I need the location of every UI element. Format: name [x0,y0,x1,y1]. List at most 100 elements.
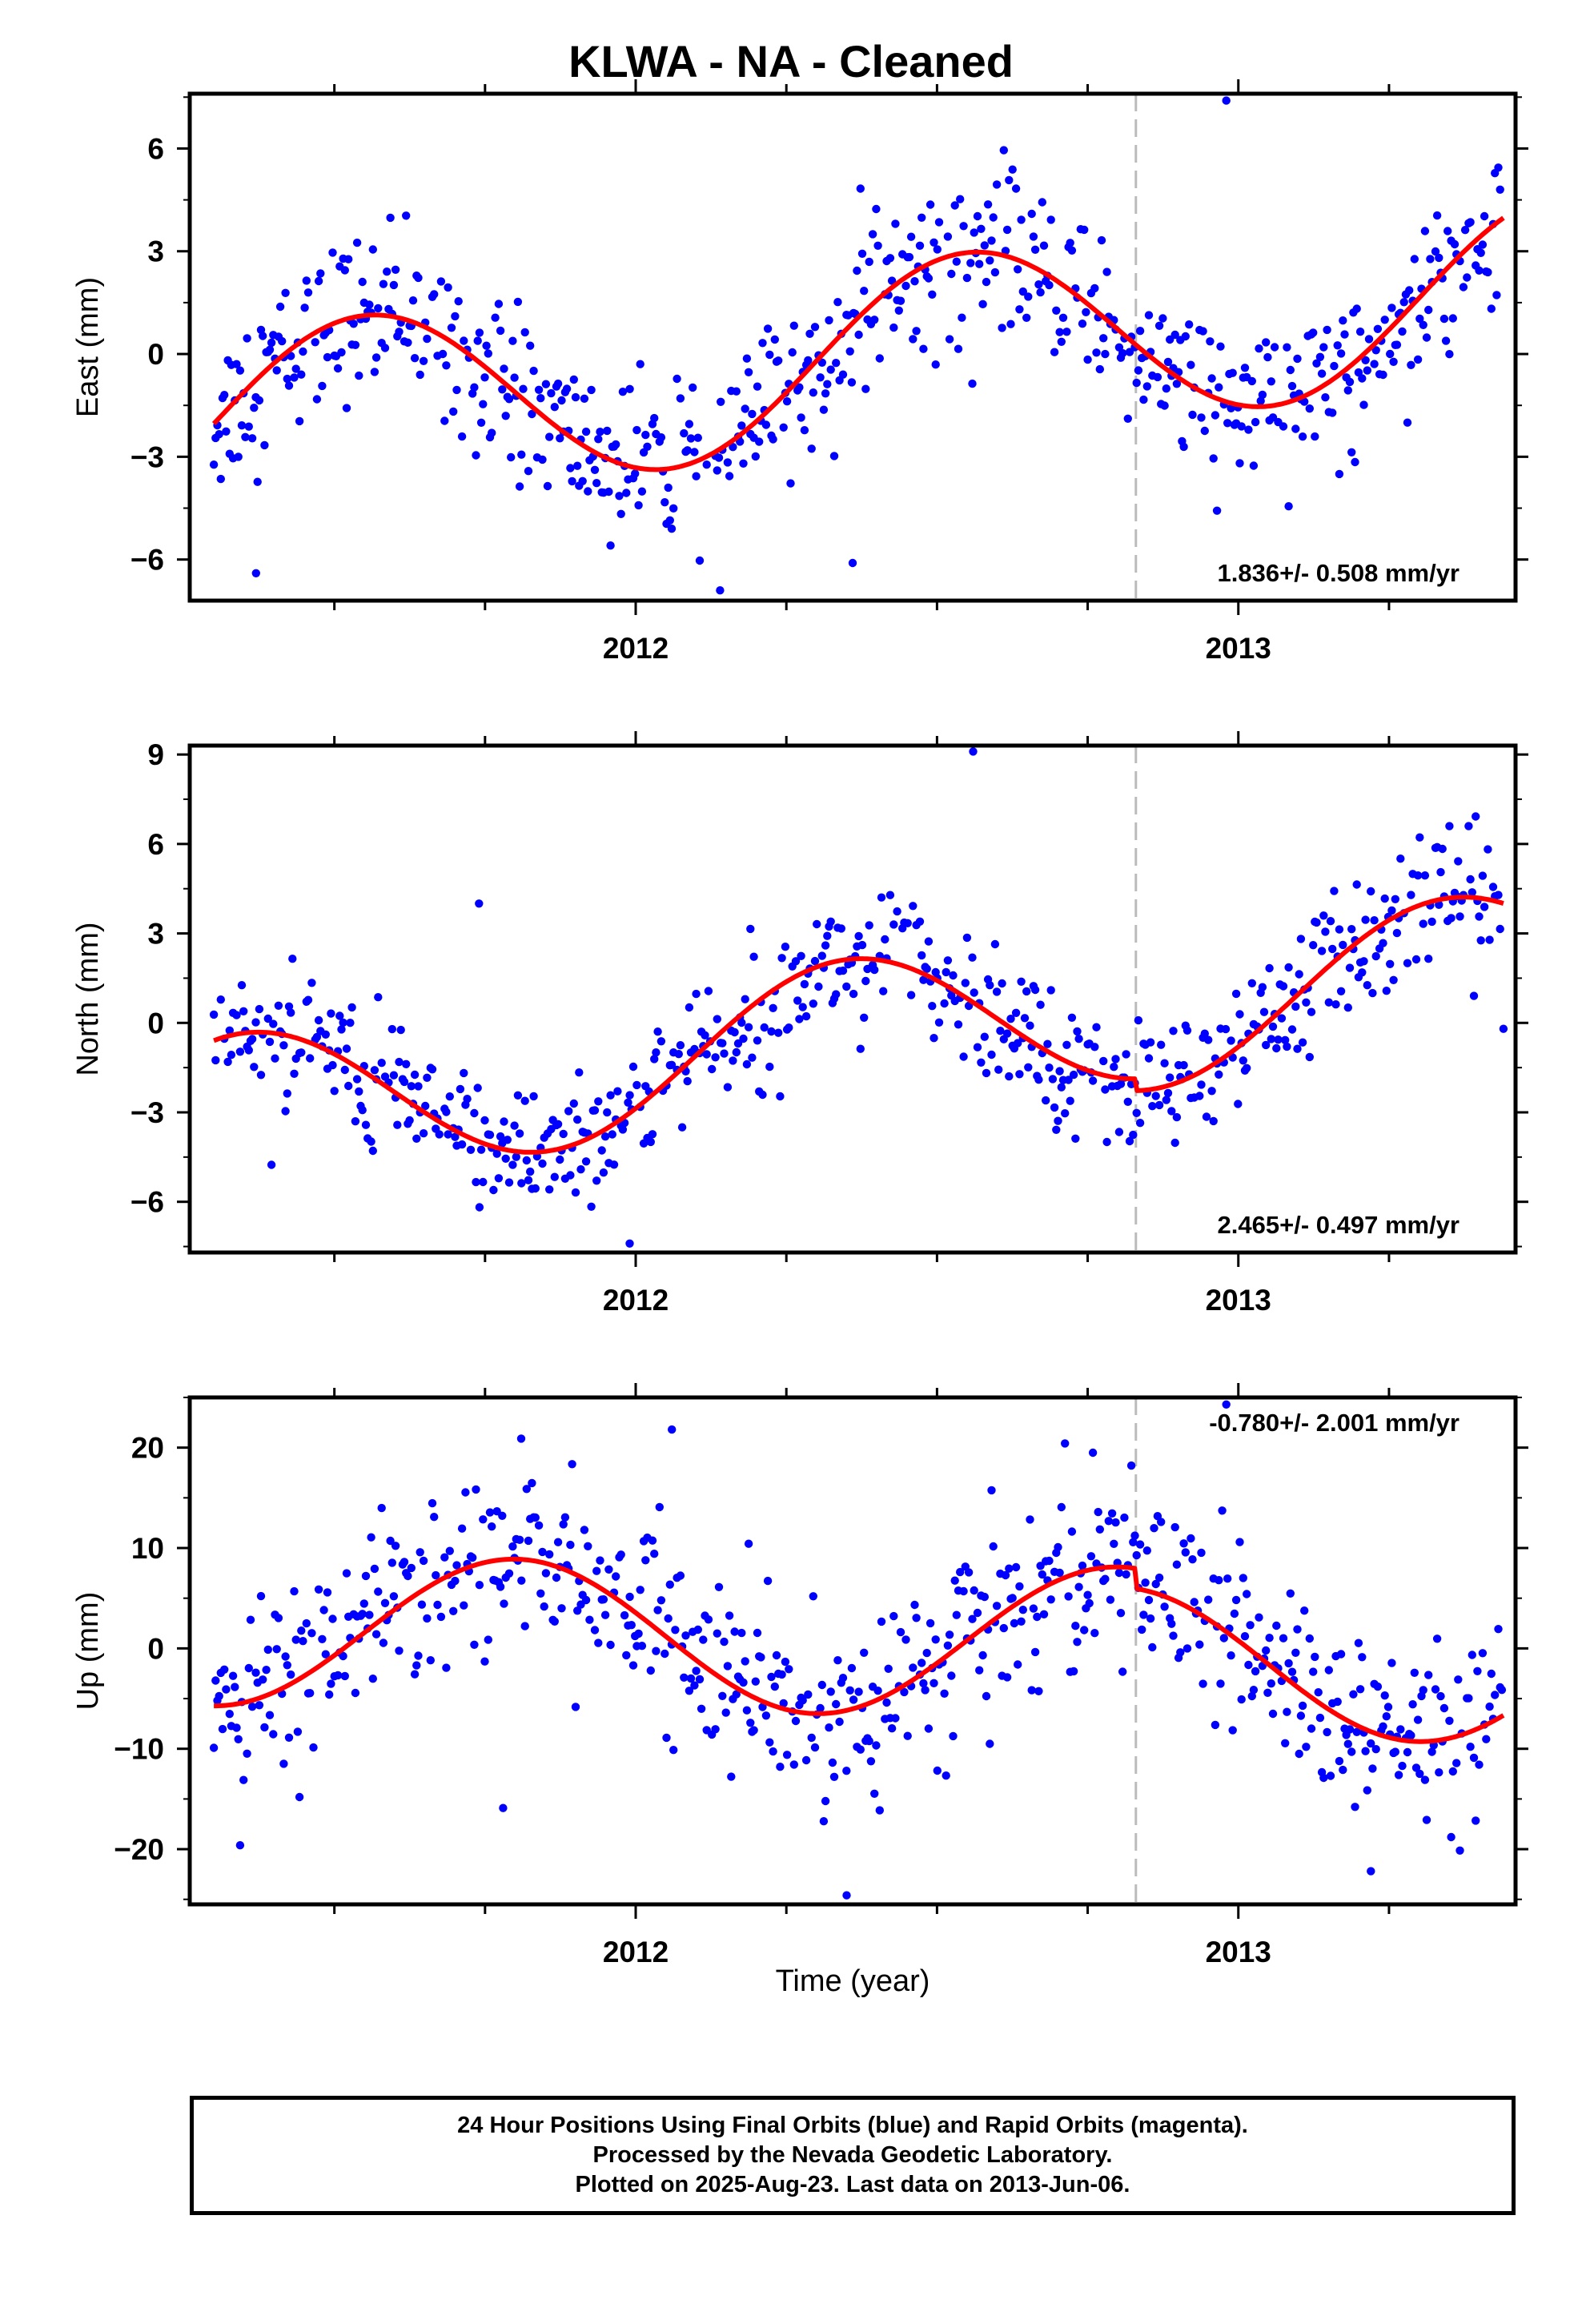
data-point [1008,165,1017,174]
data-point [1475,266,1484,275]
data-point [1125,1136,1134,1146]
data-point [977,224,986,233]
data-point [896,296,905,305]
data-point [1456,912,1464,921]
data-point [1247,979,1257,988]
data-point [1169,1027,1178,1035]
data-point [442,361,451,370]
data-point [1015,1582,1024,1591]
data-point [358,277,367,287]
data-point [566,1171,575,1180]
data-point [1432,1634,1442,1643]
data-point [711,1725,720,1734]
data-point [821,941,830,950]
data-point [361,1120,371,1129]
data-point [865,921,873,930]
data-point [952,1610,962,1619]
data-point [940,1689,949,1698]
y-tick-label: −3 [130,440,164,473]
x-tick-label: 2012 [603,1936,669,1968]
data-point [524,1536,533,1546]
data-point [833,298,842,307]
data-point [1074,1035,1083,1043]
data-point [1413,1715,1423,1724]
data-point [1355,328,1365,336]
data-point [1411,955,1421,964]
data-point [1298,1701,1307,1711]
data-point [1030,985,1040,995]
data-point [1146,1038,1155,1047]
data-point [769,435,777,444]
data-point [1088,1076,1098,1085]
data-point [992,987,1002,996]
data-point [387,1558,396,1567]
data-point [451,1132,460,1141]
data-point [1154,1100,1164,1110]
data-point [553,379,563,388]
data-point [1181,1548,1191,1557]
y-tick-label: 3 [147,235,164,268]
data-point [1380,316,1389,324]
data-point [1368,988,1377,998]
data-point [231,1683,239,1691]
data-point [391,265,400,274]
data-point [1295,1749,1303,1759]
data-point [1222,96,1231,105]
data-point [1268,1709,1278,1719]
data-point [255,396,264,405]
data-point [1386,959,1395,969]
data-point [821,389,830,398]
data-point [466,1145,476,1155]
data-point [1162,1096,1171,1104]
data-point [1228,1726,1237,1735]
data-point [1101,349,1110,359]
data-point [500,364,508,373]
data-point [386,1536,395,1546]
data-point [958,313,966,322]
data-point [1386,349,1395,359]
data-point [909,902,917,911]
data-point [346,1019,355,1027]
data-point [748,1053,757,1062]
data-point [379,279,388,288]
data-point [540,1602,548,1611]
x-tick-label: 2013 [1206,632,1271,665]
data-point [825,316,833,325]
data-point [545,1550,554,1559]
data-point [1487,1669,1496,1679]
data-point [947,1671,956,1680]
footer-line-processor: Processed by the Nevada Geodetic Laborat… [592,2142,1113,2168]
data-point [430,1513,439,1522]
data-point [741,404,749,413]
data-point [1132,1108,1141,1118]
data-point [1279,1634,1288,1642]
data-point [603,426,612,436]
data-point [215,430,223,439]
data-point [821,1796,830,1806]
data-point [1336,987,1346,996]
data-point [1265,963,1274,973]
data-point [291,364,300,373]
data-point [263,1014,272,1023]
data-point [1030,245,1040,254]
data-point [550,1172,559,1181]
data-point [265,345,275,354]
data-point [235,366,245,375]
data-point [578,476,587,485]
data-point [395,1647,404,1655]
data-point [742,354,752,363]
data-point [367,1533,375,1542]
data-point [209,1010,219,1019]
data-point [1082,308,1090,316]
data-point [1240,364,1250,372]
data-point [1144,311,1154,320]
data-point [690,1681,699,1690]
data-point [557,396,566,405]
data-point [949,971,958,980]
data-point [1027,1686,1036,1695]
data-point [311,338,319,347]
data-point [1476,248,1485,257]
data-point [928,290,937,299]
data-point [1006,320,1015,328]
data-point [665,1580,674,1589]
